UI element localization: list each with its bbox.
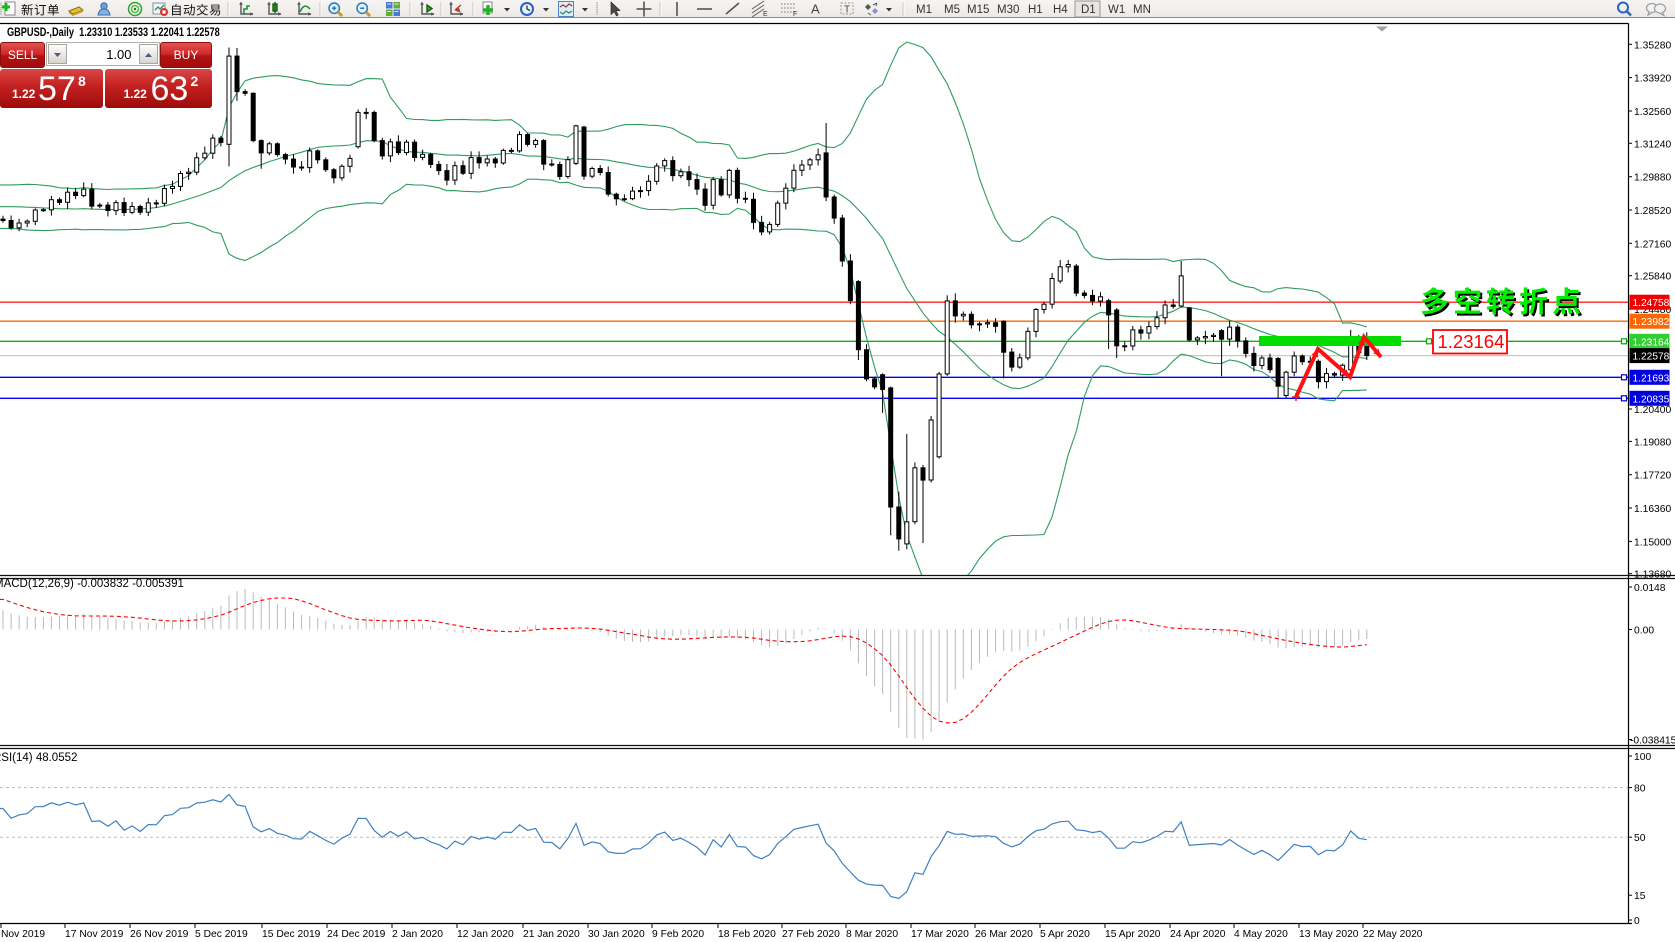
svg-text:8 Mar 2020: 8 Mar 2020 bbox=[846, 929, 898, 940]
svg-text:4 May 2020: 4 May 2020 bbox=[1234, 929, 1288, 940]
svg-text:18 Feb 2020: 18 Feb 2020 bbox=[718, 929, 776, 940]
svg-text:1.21693: 1.21693 bbox=[1633, 373, 1670, 384]
svg-text:1.29880: 1.29880 bbox=[1634, 173, 1671, 184]
svg-text:15: 15 bbox=[1634, 891, 1646, 902]
svg-text:50: 50 bbox=[1634, 833, 1646, 844]
svg-text:5 Dec 2019: 5 Dec 2019 bbox=[195, 929, 248, 940]
svg-text:1.15000: 1.15000 bbox=[1634, 537, 1671, 548]
svg-text:21 Jan 2020: 21 Jan 2020 bbox=[523, 929, 580, 940]
svg-text:0.00: 0.00 bbox=[1634, 626, 1654, 637]
svg-text:A: A bbox=[811, 2, 820, 17]
svg-text:MN: MN bbox=[1133, 4, 1151, 16]
svg-text:1.20400: 1.20400 bbox=[1634, 405, 1671, 416]
svg-text:1.13680: 1.13680 bbox=[1634, 570, 1671, 581]
svg-text:1.33920: 1.33920 bbox=[1634, 74, 1671, 85]
svg-text:M30: M30 bbox=[997, 4, 1019, 16]
svg-text:E: E bbox=[763, 11, 768, 18]
svg-text:1.28520: 1.28520 bbox=[1634, 206, 1671, 217]
svg-text:2 Jan 2020: 2 Jan 2020 bbox=[392, 929, 443, 940]
svg-text:1.24758: 1.24758 bbox=[1633, 298, 1670, 309]
svg-text:80: 80 bbox=[1634, 784, 1646, 795]
svg-text:15 Apr 2020: 15 Apr 2020 bbox=[1105, 929, 1161, 940]
svg-text:1.16360: 1.16360 bbox=[1634, 504, 1671, 515]
svg-text:24 Dec 2019: 24 Dec 2019 bbox=[327, 929, 386, 940]
svg-text:MACD(12,26,9) -0.003832 -0.005: MACD(12,26,9) -0.003832 -0.005391 bbox=[0, 578, 184, 590]
svg-text:26 Mar 2020: 26 Mar 2020 bbox=[975, 929, 1033, 940]
svg-text:1.24480: 1.24480 bbox=[1634, 305, 1671, 316]
svg-text:D1: D1 bbox=[1081, 4, 1096, 16]
svg-text:H4: H4 bbox=[1053, 4, 1068, 16]
svg-text:100: 100 bbox=[1634, 752, 1651, 763]
svg-text:W1: W1 bbox=[1108, 4, 1125, 16]
svg-text:17 Mar 2020: 17 Mar 2020 bbox=[911, 929, 969, 940]
svg-text:22 May 2020: 22 May 2020 bbox=[1363, 929, 1423, 940]
svg-text:30 Jan 2020: 30 Jan 2020 bbox=[588, 929, 645, 940]
svg-text:H1: H1 bbox=[1028, 4, 1043, 16]
svg-text:1.23982: 1.23982 bbox=[1633, 317, 1670, 328]
svg-text:1.23164: 1.23164 bbox=[1438, 331, 1505, 352]
svg-text:Nov 2019: Nov 2019 bbox=[1, 929, 45, 940]
svg-text:RSI(14) 48.0552: RSI(14) 48.0552 bbox=[0, 752, 77, 764]
svg-text:1.35280: 1.35280 bbox=[1634, 40, 1671, 51]
svg-text:0.0148: 0.0148 bbox=[1634, 583, 1666, 594]
svg-text:M1: M1 bbox=[916, 4, 932, 16]
svg-text:1.25840: 1.25840 bbox=[1634, 272, 1671, 283]
svg-text:5 Apr 2020: 5 Apr 2020 bbox=[1040, 929, 1090, 940]
svg-text:17 Nov 2019: 17 Nov 2019 bbox=[65, 929, 124, 940]
svg-text:-0.038415: -0.038415 bbox=[1630, 736, 1675, 747]
svg-text:9 Feb 2020: 9 Feb 2020 bbox=[652, 929, 704, 940]
svg-text:1.19080: 1.19080 bbox=[1634, 437, 1671, 448]
svg-text:M15: M15 bbox=[967, 4, 989, 16]
svg-text:T: T bbox=[844, 5, 850, 16]
svg-text:12 Jan 2020: 12 Jan 2020 bbox=[457, 929, 514, 940]
svg-text:1.27160: 1.27160 bbox=[1634, 239, 1671, 250]
svg-text:0: 0 bbox=[1634, 916, 1640, 927]
svg-text:F: F bbox=[793, 11, 797, 18]
svg-text:27 Feb 2020: 27 Feb 2020 bbox=[782, 929, 840, 940]
svg-text:26 Nov 2019: 26 Nov 2019 bbox=[130, 929, 189, 940]
svg-text:13 May 2020: 13 May 2020 bbox=[1299, 929, 1359, 940]
svg-text:1.17720: 1.17720 bbox=[1634, 471, 1671, 482]
svg-text:1.32560: 1.32560 bbox=[1634, 107, 1671, 118]
svg-text:M5: M5 bbox=[944, 4, 960, 16]
svg-text:1.22578: 1.22578 bbox=[1633, 352, 1670, 363]
svg-text:1.20835: 1.20835 bbox=[1633, 394, 1670, 405]
svg-text:1.23164: 1.23164 bbox=[1633, 337, 1670, 348]
svg-text:1.31240: 1.31240 bbox=[1634, 139, 1671, 150]
svg-text:15 Dec 2019: 15 Dec 2019 bbox=[262, 929, 321, 940]
svg-text:24 Apr 2020: 24 Apr 2020 bbox=[1170, 929, 1226, 940]
